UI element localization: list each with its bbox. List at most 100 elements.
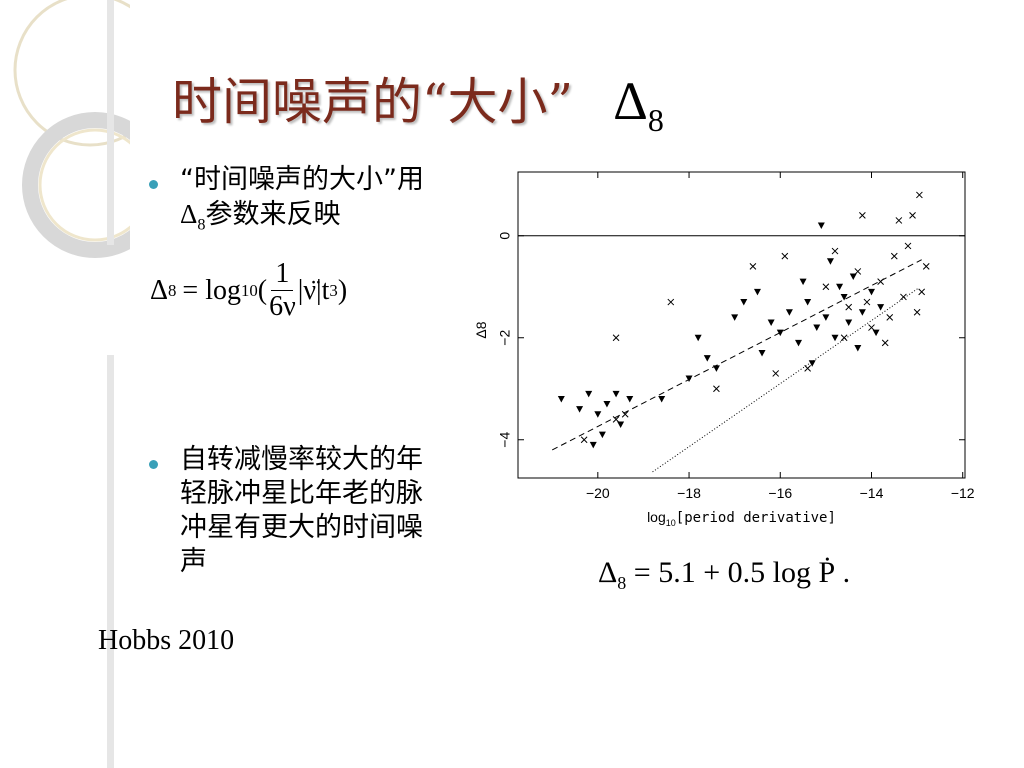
x-tick-label: −12 [951, 485, 975, 501]
point [694, 334, 702, 342]
point [854, 268, 862, 275]
point [785, 309, 793, 316]
point [854, 344, 862, 352]
point [863, 298, 871, 306]
point [831, 247, 839, 255]
point [557, 395, 565, 403]
point [817, 222, 825, 230]
point [904, 242, 912, 250]
bullet-dot [149, 180, 158, 189]
point [909, 211, 916, 219]
point [594, 411, 602, 418]
title-symbol-sub: 8 [647, 101, 664, 138]
point [598, 431, 606, 439]
point [767, 319, 775, 326]
x-tick-label: −18 [677, 485, 701, 501]
point [895, 217, 903, 224]
y-axis-label: Δ8 [473, 321, 489, 338]
bullet-symbol-sub: 8 [197, 215, 206, 234]
slide-title: 时间噪声的“大小” Δ8 [172, 62, 664, 139]
point [868, 324, 875, 331]
equation-part: Δ [598, 556, 618, 589]
point [831, 334, 839, 342]
point [658, 395, 666, 403]
point [758, 350, 766, 357]
x-tick-label: −20 [586, 485, 610, 501]
x-tick-label: −14 [860, 485, 884, 501]
fit-line [652, 287, 920, 473]
point [685, 375, 693, 383]
bullet: “时间噪声的大小”用 Δ8参数来反映 [180, 163, 430, 241]
point [808, 360, 816, 367]
y-tick-label: −2 [497, 330, 513, 346]
fit-line [551, 259, 922, 451]
bullet-text: “时间噪声的大小”用 [180, 164, 424, 195]
x-axis-label-part: [period derivative] [676, 510, 836, 526]
point [799, 278, 807, 286]
point [916, 191, 923, 199]
formula-part: |ν̈|t [297, 274, 330, 306]
y-tick-label: 0 [497, 232, 513, 240]
decoration [13, 0, 130, 768]
point [804, 364, 811, 372]
point [612, 334, 620, 342]
point [589, 441, 597, 449]
point [612, 390, 620, 398]
x-axis-label: log10[period derivative] [647, 509, 836, 528]
point [776, 329, 784, 337]
point [913, 308, 921, 316]
point [918, 288, 926, 296]
point [881, 339, 889, 347]
point [845, 303, 853, 311]
formula-part: 8 [168, 280, 177, 300]
point [667, 298, 675, 306]
equation-part: = 5.1 + 0.5 log Ṗ . [633, 556, 851, 589]
point [781, 252, 789, 260]
bullet-dot [149, 460, 158, 469]
point [859, 211, 866, 219]
point [731, 314, 739, 321]
point [867, 288, 875, 296]
point [813, 324, 821, 332]
title-symbol: Δ [613, 71, 648, 131]
citation: Hobbs 2010 [98, 625, 235, 656]
equation-part: 8 [617, 573, 627, 593]
formula-part: 6ν [269, 291, 296, 322]
point [890, 252, 898, 260]
point [713, 385, 720, 393]
title-text: 时间噪声的“大小” [172, 73, 574, 131]
y-tick-label: −4 [497, 432, 513, 448]
point [772, 370, 780, 377]
point [877, 278, 884, 286]
point [585, 390, 593, 398]
point [836, 283, 844, 291]
fit-equation: Δ8 = 5.1 + 0.5 log Ṗ . [598, 556, 850, 594]
point [922, 262, 930, 270]
point [621, 410, 629, 418]
point [900, 293, 907, 301]
formula-part: Δ [150, 274, 169, 306]
bullet-text: 参数来反映 [205, 199, 341, 230]
point [872, 329, 880, 337]
point [840, 334, 848, 342]
point [703, 355, 711, 362]
point [580, 436, 588, 444]
point [712, 365, 720, 372]
point [617, 421, 625, 428]
scatter-chart: −20 −18 −16 −14 −12 0 −2 −4 log10[period derivat… [473, 171, 975, 528]
x-axis-label-part: 10 [666, 518, 676, 528]
point [740, 299, 748, 306]
x-axis-label-part: log [647, 509, 666, 525]
formula-part: 1 [271, 258, 294, 291]
formula-part: 3 [329, 280, 338, 300]
point [795, 339, 803, 347]
point [749, 262, 757, 270]
bullet: 自转减慢率较大的年轻脉冲星比年老的脉冲星有更大的时间噪声 [180, 444, 423, 577]
point [877, 304, 885, 311]
point [822, 314, 830, 321]
point [826, 258, 834, 265]
formula-part: = log [182, 274, 241, 306]
plot-frame [517, 171, 966, 479]
